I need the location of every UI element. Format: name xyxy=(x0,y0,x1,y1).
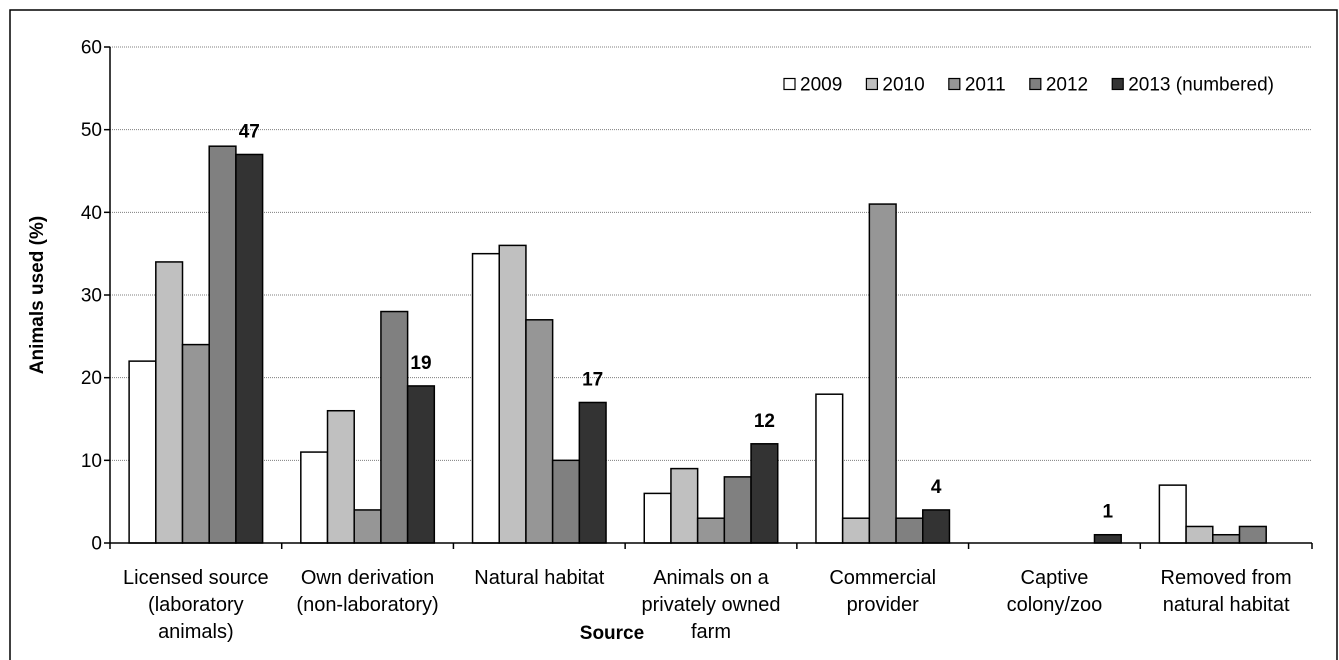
x-tick-label-line: animals) xyxy=(158,621,234,643)
y-tick-label: 50 xyxy=(81,120,102,141)
data-label-captive: 1 xyxy=(1103,502,1114,523)
x-tick-label-line: farm xyxy=(691,621,731,643)
bar-2011-commercial xyxy=(868,203,897,544)
x-tick-label-animals-on-a: Animals on a privately owned farm xyxy=(642,567,781,643)
x-tick-label-line: Commercial xyxy=(829,567,936,589)
x-tick-label-line: natural habitat xyxy=(1163,594,1290,616)
bar-2011-own-derivation xyxy=(353,509,382,544)
data-label-own-derivation: 19 xyxy=(410,353,431,374)
bar-2010-natural-habitat xyxy=(498,244,527,544)
bar-2013-captive xyxy=(1093,533,1122,544)
legend-label: 2012 xyxy=(1046,75,1088,96)
y-tick-label: 30 xyxy=(81,286,102,307)
legend-item-2012: 2012 xyxy=(1029,75,1088,96)
bar-2009-commercial xyxy=(815,393,844,544)
legend-item-2009: 2009 xyxy=(783,75,842,96)
y-tick-label: 60 xyxy=(81,38,102,59)
legend-item-2013-numbered: 2013 (numbered) xyxy=(1111,75,1274,96)
legend: 2009 2010 2011 2012 2013 (numbered) xyxy=(783,75,1274,96)
x-tick-label-line: Own derivation xyxy=(301,567,434,589)
bar-2010-removed-from xyxy=(1185,525,1214,544)
bar-2013-licensed-source xyxy=(235,153,264,544)
x-tick-label-line: Animals on a xyxy=(653,567,769,589)
legend-label: 2013 (numbered) xyxy=(1128,75,1274,96)
bar-2009-licensed-source xyxy=(128,360,157,544)
x-tick-label-line: (non-laboratory) xyxy=(296,594,438,616)
bar-2013-animals-on-a xyxy=(750,443,779,544)
data-label-natural-habitat: 17 xyxy=(582,369,603,390)
legend-item-2010: 2010 xyxy=(865,75,925,96)
x-tick-label-natural-habitat: Natural habitat xyxy=(474,567,605,589)
legend-label: 2009 xyxy=(800,75,842,96)
x-tick-label-licensed-source: Licensed source (laboratory animals) xyxy=(123,567,269,643)
y-tick-label: 10 xyxy=(81,451,102,472)
bar-2010-own-derivation xyxy=(326,409,355,544)
gridlines xyxy=(110,46,1312,461)
x-tick-label-line: Removed from xyxy=(1161,567,1292,589)
chart-frame xyxy=(9,9,1338,660)
bar-2012-removed-from xyxy=(1238,525,1267,544)
bar-2011-removed-from xyxy=(1212,533,1241,544)
bar-2013-natural-habitat xyxy=(578,401,607,544)
x-tick-label-line: provider xyxy=(847,594,920,616)
legend-item-2011: 2011 xyxy=(948,75,1006,96)
x-tick-label-line: Captive xyxy=(1021,567,1089,589)
x-tick-label-line: colony/zoo xyxy=(1007,594,1103,616)
bar-2010-licensed-source xyxy=(155,261,184,544)
legend-label: 2010 xyxy=(882,75,924,96)
bar-2010-commercial xyxy=(841,517,871,544)
legend-swatch xyxy=(783,77,796,91)
x-tick-label-line: Natural habitat xyxy=(474,567,605,589)
bar-2009-removed-from xyxy=(1158,484,1187,544)
data-label-licensed-source: 47 xyxy=(239,121,260,142)
bar-2013-commercial xyxy=(922,509,951,544)
bar-2011-natural-habitat xyxy=(525,319,554,544)
bar-2010-animals-on-a xyxy=(670,467,699,544)
x-tick-label-line: Licensed source xyxy=(123,567,269,589)
legend-swatch xyxy=(1111,77,1124,91)
x-tick-label-commercial: Commercial provider xyxy=(829,567,936,616)
y-axis-title: Animals used (%) xyxy=(27,216,48,374)
y-tick-label: 0 xyxy=(91,534,102,555)
bars xyxy=(128,145,1267,544)
legend-label: 2011 xyxy=(965,75,1006,96)
bar-2012-licensed-source xyxy=(208,145,237,544)
bar-2009-natural-habitat xyxy=(471,252,500,544)
data-label-animals-on-a: 12 xyxy=(754,411,775,432)
bar-2009-animals-on-a xyxy=(643,492,672,544)
axes xyxy=(104,46,1313,549)
bar-2011-animals-on-a xyxy=(696,517,726,544)
bar-2012-natural-habitat xyxy=(551,459,581,544)
legend-swatch xyxy=(865,77,879,91)
x-tick-label-own-derivation: Own derivation (non-laboratory) xyxy=(296,567,438,616)
x-tick-label-removed-from: Removed from natural habitat xyxy=(1161,567,1292,616)
data-label-commercial: 4 xyxy=(931,477,942,498)
x-axis-title: Source xyxy=(580,623,644,644)
legend-swatch xyxy=(1029,77,1042,91)
bar-2012-own-derivation xyxy=(380,310,409,544)
bar-2011-licensed-source xyxy=(181,343,210,544)
bar-2012-commercial xyxy=(895,517,924,544)
y-tick-label: 40 xyxy=(81,203,102,224)
y-tick-label: 20 xyxy=(81,368,102,389)
x-tick-label-captive: Captive colony/zoo xyxy=(1007,567,1103,616)
bar-2009-own-derivation xyxy=(300,451,329,544)
bar-2013-own-derivation xyxy=(406,385,436,544)
bar-2012-animals-on-a xyxy=(723,476,752,544)
legend-swatch xyxy=(948,77,961,91)
x-tick-label-line: (laboratory xyxy=(148,594,244,616)
x-tick-label-line: privately owned xyxy=(642,594,781,616)
